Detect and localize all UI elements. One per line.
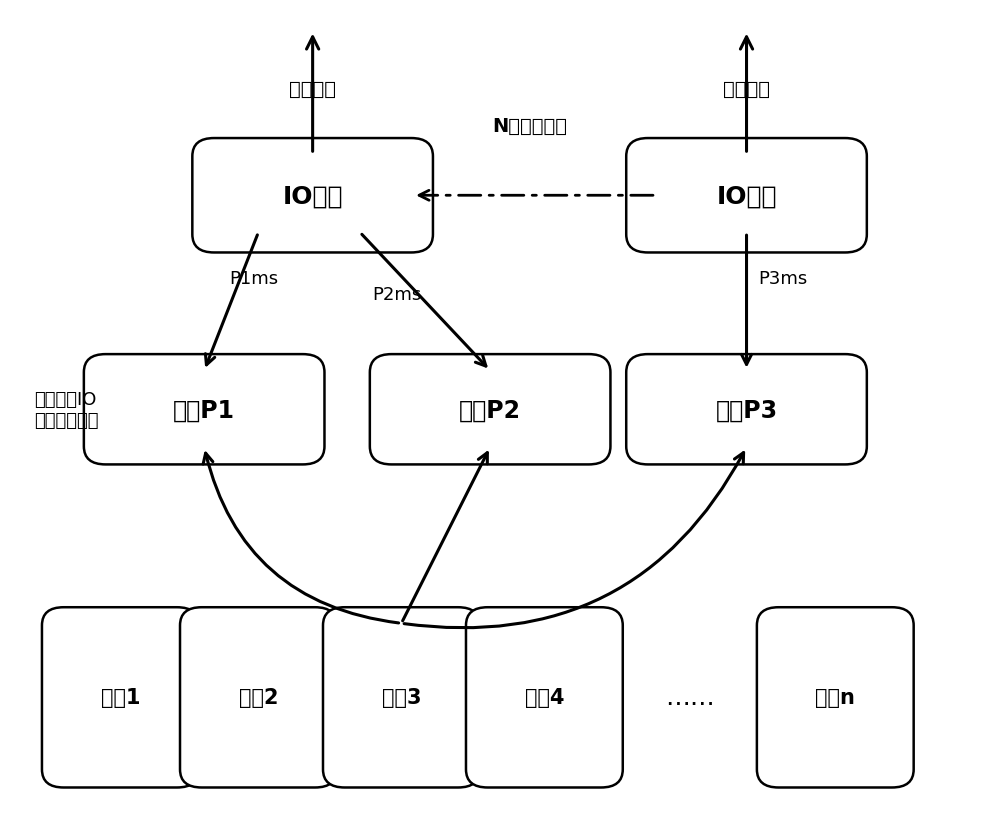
Text: 周期P1: 周期P1 xyxy=(173,398,235,422)
FancyBboxPatch shape xyxy=(466,608,623,788)
FancyBboxPatch shape xyxy=(626,354,867,465)
FancyBboxPatch shape xyxy=(323,608,480,788)
Text: 分区n: 分区n xyxy=(815,687,855,707)
Text: P3ms: P3ms xyxy=(758,269,808,288)
FancyBboxPatch shape xyxy=(180,608,337,788)
Text: 周期P2: 周期P2 xyxy=(459,398,521,422)
Text: IO分区: IO分区 xyxy=(716,184,777,208)
Text: 周期P3: 周期P3 xyxy=(715,398,778,422)
Text: 即时外发: 即时外发 xyxy=(289,79,336,99)
Text: 即时外发: 即时外发 xyxy=(723,79,770,99)
Text: 分区4: 分区4 xyxy=(525,687,564,707)
Text: 分区1: 分区1 xyxy=(101,687,140,707)
Text: P1ms: P1ms xyxy=(229,269,278,288)
FancyBboxPatch shape xyxy=(42,608,199,788)
FancyBboxPatch shape xyxy=(757,608,914,788)
Text: 分区3: 分区3 xyxy=(382,687,421,707)
FancyBboxPatch shape xyxy=(84,354,324,465)
Text: IO分区: IO分区 xyxy=(282,184,343,208)
FancyBboxPatch shape xyxy=(626,139,867,253)
Text: 分区2: 分区2 xyxy=(239,687,278,707)
Text: 各分区与IO
分区通讯端口: 各分区与IO 分区通讯端口 xyxy=(35,390,99,429)
Text: ……: …… xyxy=(665,686,715,710)
Text: N倍最小周期: N倍最小周期 xyxy=(492,117,567,135)
Text: P2ms: P2ms xyxy=(372,286,421,303)
FancyBboxPatch shape xyxy=(192,139,433,253)
FancyBboxPatch shape xyxy=(370,354,610,465)
